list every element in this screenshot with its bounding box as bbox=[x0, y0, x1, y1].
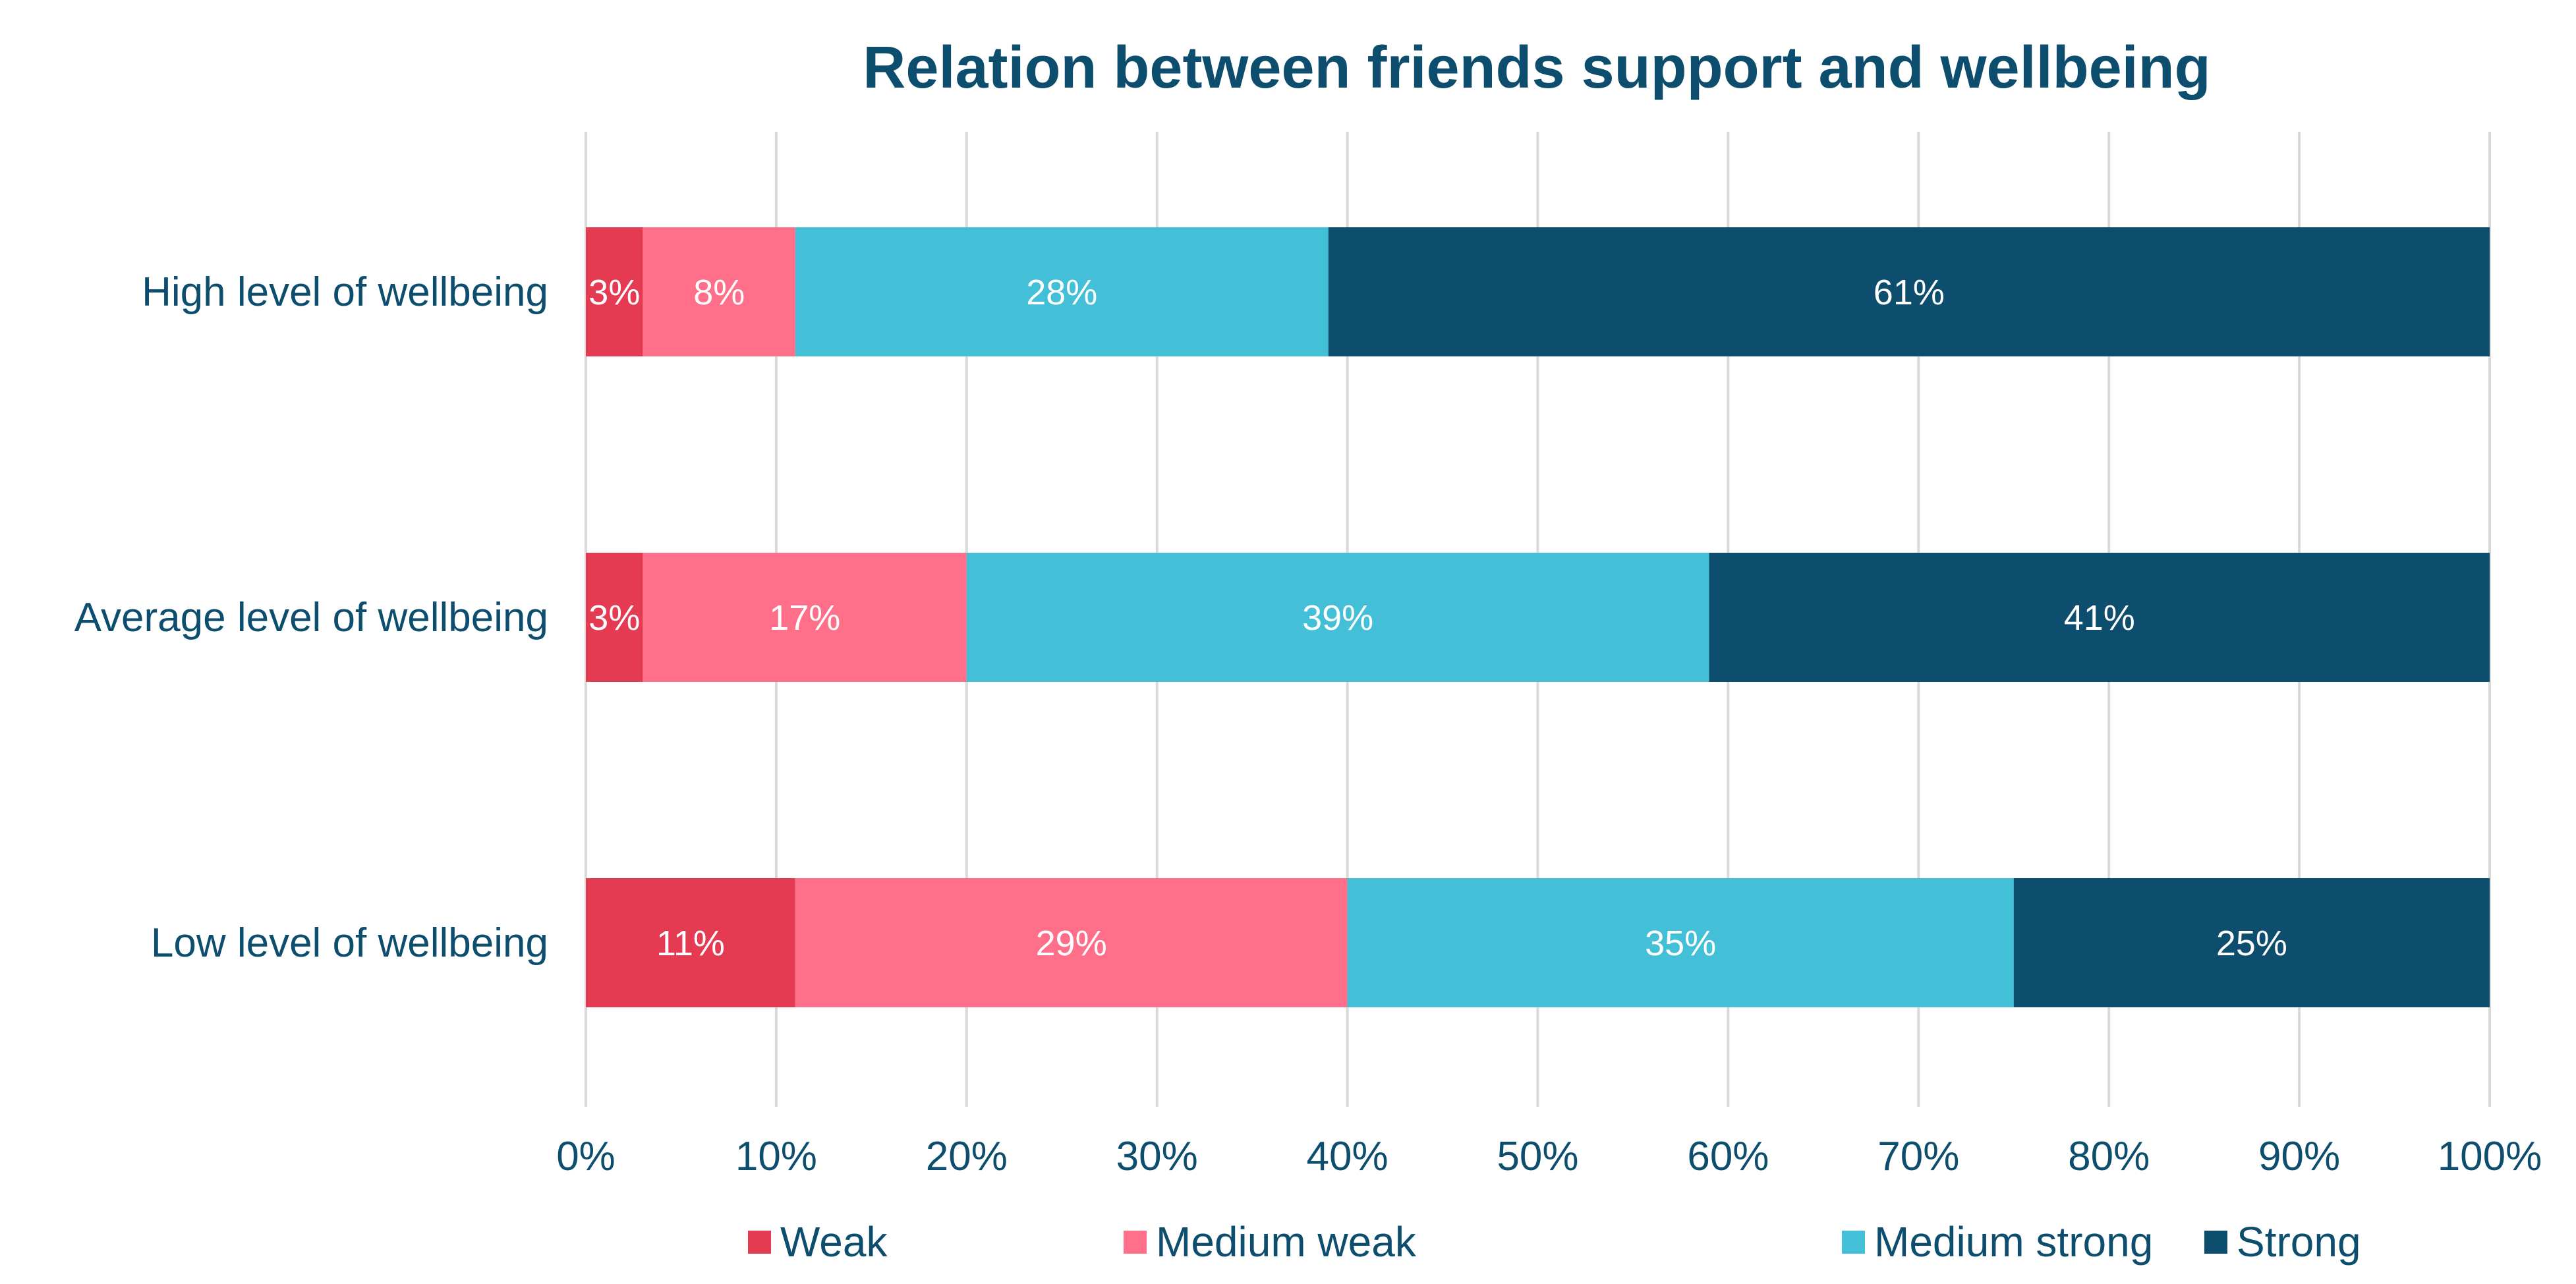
legend-label: Medium strong bbox=[1874, 1218, 2154, 1266]
bar-segment-weak bbox=[586, 878, 795, 1007]
legend-label: Medium weak bbox=[1156, 1218, 1416, 1266]
legend-swatch bbox=[748, 1230, 771, 1254]
x-tick-label: 60% bbox=[1687, 1134, 1769, 1179]
legend-item: Strong bbox=[2204, 1217, 2361, 1266]
bar-segment-medium-weak bbox=[795, 878, 1348, 1007]
bar-segment-strong bbox=[1709, 553, 2490, 682]
data-label: 28% bbox=[1026, 273, 1097, 312]
legend-swatch bbox=[1842, 1230, 1865, 1254]
data-label: 35% bbox=[1645, 924, 1716, 963]
legend-item: Medium strong bbox=[1842, 1217, 2153, 1266]
legend-label: Weak bbox=[780, 1218, 888, 1266]
x-tick-label: 0% bbox=[556, 1134, 615, 1179]
bar-segment-medium-strong bbox=[1347, 878, 2014, 1007]
x-tick-label: 40% bbox=[1307, 1134, 1388, 1179]
bar-segment-strong bbox=[2013, 878, 2490, 1007]
data-label: 11% bbox=[656, 924, 725, 963]
bar-segment-weak bbox=[586, 553, 643, 682]
x-tick-label: 10% bbox=[735, 1134, 817, 1179]
data-label: 29% bbox=[1036, 924, 1107, 963]
legend-item: Medium weak bbox=[1124, 1217, 1416, 1266]
bar-segment-medium-weak bbox=[643, 227, 795, 356]
data-label: 39% bbox=[1302, 598, 1373, 638]
legend-label: Strong bbox=[2237, 1218, 2361, 1266]
category-label: Average level of wellbeing bbox=[74, 595, 548, 640]
bar-segment-strong bbox=[1328, 227, 2490, 356]
x-tick-label: 100% bbox=[2438, 1134, 2542, 1179]
data-label: 17% bbox=[769, 598, 840, 638]
bar-segment-medium-strong bbox=[795, 227, 1329, 356]
bar-segment-medium-strong bbox=[966, 553, 1709, 682]
legend-swatch bbox=[2204, 1230, 2227, 1254]
data-label: 8% bbox=[693, 273, 745, 312]
bar-segment-weak bbox=[586, 227, 643, 356]
bar-segment-medium-weak bbox=[643, 553, 967, 682]
x-tick-label: 70% bbox=[1877, 1134, 1959, 1179]
chart-title: Relation between friends support and wel… bbox=[863, 35, 2211, 101]
category-label: Low level of wellbeing bbox=[151, 920, 548, 966]
x-tick-label: 90% bbox=[2258, 1134, 2340, 1179]
legend-swatch bbox=[1124, 1230, 1147, 1254]
x-tick-label: 20% bbox=[926, 1134, 1008, 1179]
legend-item: Weak bbox=[748, 1217, 887, 1266]
data-label: 3% bbox=[588, 598, 640, 638]
category-label: High level of wellbeing bbox=[142, 269, 548, 315]
data-label: 41% bbox=[2064, 598, 2135, 638]
x-tick-label: 50% bbox=[1497, 1134, 1578, 1179]
x-tick-label: 80% bbox=[2068, 1134, 2150, 1179]
data-label: 61% bbox=[1874, 273, 1945, 312]
x-tick-label: 30% bbox=[1116, 1134, 1198, 1179]
data-label: 3% bbox=[588, 273, 640, 312]
data-label: 25% bbox=[2216, 924, 2287, 963]
